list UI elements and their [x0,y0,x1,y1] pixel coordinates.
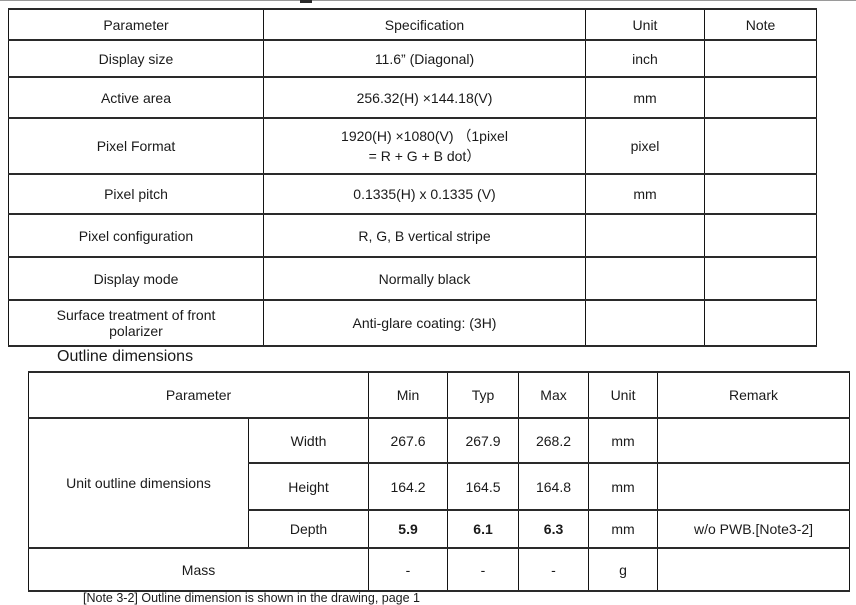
table-row: Unit outline dimensions Width 267.6 267.… [28,417,851,549]
table-cell: 6.3 [518,509,590,549]
table-cell [585,299,705,347]
col-header-parameter: Parameter [27,371,370,419]
outline-dimensions-table: Parameter Min Typ Max Unit Remark Unit o… [27,371,851,592]
table-cell: 267.6 [368,417,449,464]
table-cell: mm [585,76,705,119]
col-header-typ: Typ [447,371,520,419]
mass-label-cell: Mass [27,547,370,592]
col-header-remark: Remark [657,371,851,419]
table-cell [657,547,851,592]
table-cell [657,462,851,511]
table-cell: mm [588,509,659,549]
table-cell: 164.2 [368,462,449,511]
col-header-unit: Unit [588,371,659,419]
outline-header-row: Parameter Min Typ Max Unit Remark [27,371,851,419]
clipped-footnote: [Note 3-2] Outline dimension is shown in… [83,591,420,605]
table-row: Surface treatment of front polarizer Ant… [8,299,817,347]
table-cell: Surface treatment of front polarizer [8,299,264,347]
table-cell: 6.1 [447,509,520,549]
table-cell: Display mode [8,256,264,301]
outline-dimensions-heading: Outline dimensions [57,348,194,365]
table-cell: R, G, B vertical stripe [263,213,586,258]
col-header-note: Note [704,8,817,41]
table-row: Pixel configuration R, G, B vertical str… [8,213,817,258]
table-cell: Display size [8,39,264,78]
table-cell: 256.32(H) ×144.18(V) [263,76,586,119]
table-row: Active area 256.32(H) ×144.18(V) mm [8,76,817,119]
col-header-max: Max [518,371,590,419]
table-cell: mm [588,417,659,464]
table-cell [704,76,817,119]
table-cell [704,213,817,258]
table-cell: - [447,547,520,592]
table-cell: Height [247,462,370,511]
clipped-content-line [0,0,856,1]
table-cell: 1920(H) ×1080(V) （1pixel = R + G + B dot… [263,117,586,175]
table-row: Display mode Normally black [8,256,817,301]
col-header-specification: Specification [263,8,586,41]
table-cell [657,417,851,464]
table-cell: Pixel pitch [8,173,264,215]
table-cell [585,256,705,301]
table-cell: mm [585,173,705,215]
table-cell: pixel [585,117,705,175]
table-cell: 0.1335(H) x 0.1335 (V) [263,173,586,215]
table-cell: 164.5 [447,462,520,511]
table-row: Mass - - - g [27,547,851,592]
table-cell: Normally black [263,256,586,301]
table-cell: Active area [8,76,264,119]
table-cell: g [588,547,659,592]
col-header-parameter: Parameter [8,8,264,41]
col-header-unit: Unit [585,8,705,41]
table-cell: 267.9 [447,417,520,464]
col-header-min: Min [368,371,449,419]
table-row: Height 164.2 164.5 164.8 mm [29,462,851,511]
table-cell: - [368,547,449,592]
table-cell: Pixel Format [8,117,264,175]
table-cell [704,256,817,301]
table-cell: Width [247,417,370,464]
group-label-cell: Unit outline dimensions [28,417,249,549]
table-cell: Anti-glare coating: (3H) [263,299,586,347]
table-cell: Depth [247,509,370,549]
table-cell: 5.9 [368,509,449,549]
table-cell [585,213,705,258]
table-row: Pixel Format 1920(H) ×1080(V) （1pixel = … [8,117,817,175]
table-row: Pixel pitch 0.1335(H) x 0.1335 (V) mm [8,173,817,215]
spec-header-row: Parameter Specification Unit Note [8,8,817,41]
table-cell: w/o PWB.[Note3-2] [657,509,851,549]
clipped-text-remnant [300,0,312,3]
table-row: Depth 5.9 6.1 6.3 mm w/o PWB.[Note3-2] [29,509,851,549]
table-cell: 11.6” (Diagonal) [263,39,586,78]
table-cell: 268.2 [518,417,590,464]
table-cell [704,173,817,215]
table-cell: 164.8 [518,462,590,511]
table-cell: inch [585,39,705,78]
table-cell [704,39,817,78]
table-cell: - [518,547,590,592]
display-spec-table: Parameter Specification Unit Note Displa… [8,8,817,347]
table-cell [704,117,817,175]
table-row: Display size 11.6” (Diagonal) inch [8,39,817,78]
table-cell [704,299,817,347]
table-cell: mm [588,462,659,511]
table-cell: Pixel configuration [8,213,264,258]
